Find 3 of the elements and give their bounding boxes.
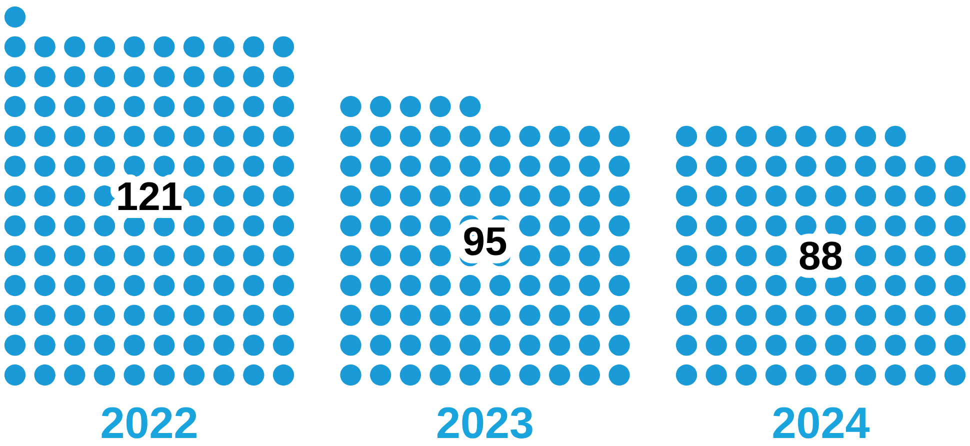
category-label: 2024 — [772, 399, 870, 446]
category-label: 2023 — [436, 399, 534, 446]
category-label: 2022 — [100, 399, 198, 446]
